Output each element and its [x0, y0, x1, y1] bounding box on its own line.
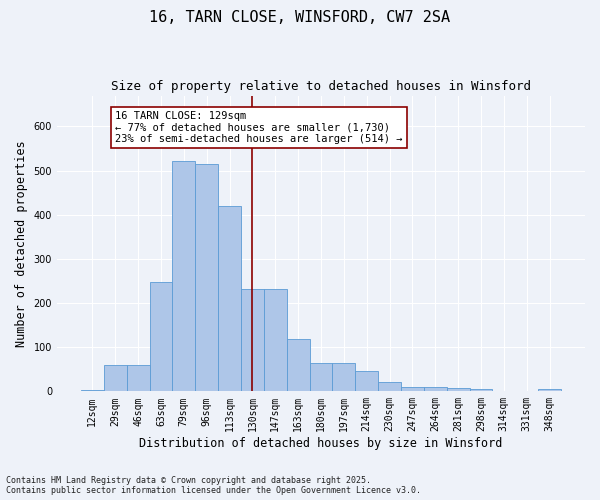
Bar: [378, 382, 401, 392]
Bar: [127, 365, 149, 392]
Bar: [538, 389, 561, 392]
Bar: [241, 289, 264, 392]
Bar: [104, 365, 127, 392]
Bar: [310, 362, 332, 392]
Title: Size of property relative to detached houses in Winsford: Size of property relative to detached ho…: [111, 80, 531, 93]
Bar: [287, 339, 310, 392]
Text: Contains HM Land Registry data © Crown copyright and database right 2025.
Contai: Contains HM Land Registry data © Crown c…: [6, 476, 421, 495]
Y-axis label: Number of detached properties: Number of detached properties: [15, 140, 28, 347]
Bar: [264, 289, 287, 392]
Bar: [355, 370, 378, 392]
Bar: [195, 164, 218, 392]
Bar: [172, 161, 195, 392]
Bar: [149, 282, 172, 392]
Bar: [470, 389, 493, 392]
Bar: [332, 362, 355, 392]
Bar: [424, 387, 446, 392]
Bar: [401, 387, 424, 392]
Bar: [218, 206, 241, 392]
Bar: [81, 390, 104, 392]
Bar: [446, 388, 470, 392]
Text: 16 TARN CLOSE: 129sqm
← 77% of detached houses are smaller (1,730)
23% of semi-d: 16 TARN CLOSE: 129sqm ← 77% of detached …: [115, 111, 403, 144]
Text: 16, TARN CLOSE, WINSFORD, CW7 2SA: 16, TARN CLOSE, WINSFORD, CW7 2SA: [149, 10, 451, 25]
X-axis label: Distribution of detached houses by size in Winsford: Distribution of detached houses by size …: [139, 437, 503, 450]
